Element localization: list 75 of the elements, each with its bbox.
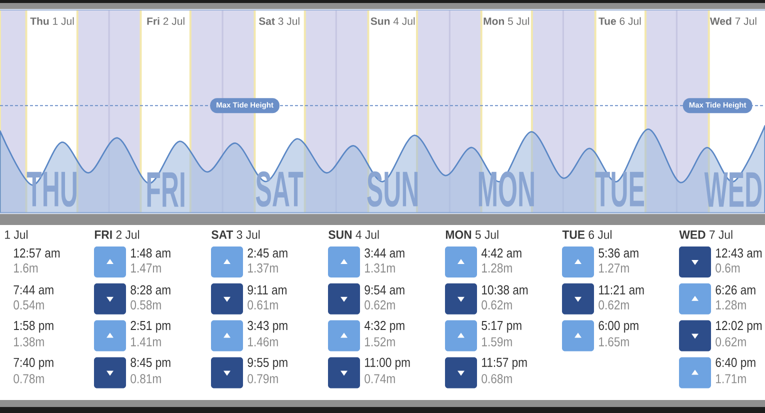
text: MON 5 Jul: [446, 230, 498, 239]
text: 9:54 am: [364, 285, 404, 294]
text: TUE 6 Jul: [562, 230, 612, 239]
text: 0.62m: [598, 300, 629, 310]
annotation: WED: [704, 172, 762, 207]
text: 1.28m: [482, 263, 512, 273]
text: 12:02 pm: [716, 320, 762, 333]
annotation: FRI: [147, 172, 184, 207]
text: 0.62m: [716, 337, 746, 346]
text: 1.59m: [482, 337, 512, 346]
text: 1:48 am: [131, 248, 170, 258]
text: 4:42 am: [481, 248, 522, 258]
text: 11:00 pm: [365, 358, 410, 370]
x-tick-label: Fri 2 Jul: [147, 17, 184, 25]
annotation: SAT: [256, 171, 304, 207]
text: 7:44 am: [14, 285, 54, 294]
text: 0.54m: [14, 300, 44, 310]
text: 1.28m: [716, 300, 746, 310]
text: 1.27m: [599, 263, 629, 273]
annotation: TUE: [595, 172, 644, 207]
text: 8:28 am: [130, 285, 170, 294]
text: 5:17 pm: [482, 320, 522, 333]
text: 3:44 am: [364, 248, 404, 258]
x-tick-label: Wed 7 Jul: [710, 17, 756, 25]
text: 0.58m: [130, 300, 161, 310]
x-tick-label: Tue 6 Jul: [598, 17, 641, 25]
text: WED 7 Jul: [679, 230, 732, 239]
text: 1.52m: [365, 337, 395, 346]
text: SAT 3 Jul: [212, 230, 260, 239]
annotation: MON: [478, 171, 534, 207]
text: 1.47m: [131, 264, 161, 272]
text: 0.68m: [482, 374, 512, 384]
text: 8:45 pm: [130, 358, 170, 370]
text: 0.62m: [364, 300, 395, 310]
text: 11:21 am: [599, 285, 644, 294]
text: 1.31m: [365, 263, 395, 273]
text: 0.61m: [248, 300, 278, 310]
text: 12:57 am: [14, 248, 60, 258]
text: 9:55 pm: [248, 358, 288, 370]
text: 1.6m: [14, 263, 38, 273]
text: 0.62m: [482, 300, 512, 310]
text: 7:40 pm: [14, 358, 54, 370]
text: 6:40 pm: [716, 358, 756, 370]
text: 0.79m: [248, 374, 278, 384]
text: 1.41m: [131, 337, 161, 346]
text: 0.74m: [364, 374, 395, 384]
x-tick-label: Sun 4 Jul: [370, 17, 415, 25]
text: 4:32 pm: [364, 320, 404, 333]
x-tick-label: Thu 1 Jul: [30, 17, 74, 25]
text: 9:11 am: [248, 285, 286, 294]
text: 1.46m: [248, 337, 278, 346]
text: 1.37m: [248, 263, 278, 273]
text: 3:43 pm: [248, 320, 288, 333]
text: 6:00 pm: [598, 320, 638, 333]
text: 12:43 am: [716, 248, 762, 258]
annotation: SUN: [367, 171, 418, 207]
text: 2:45 am: [248, 248, 288, 258]
text: 0.81m: [130, 374, 161, 384]
text: 6:26 am: [716, 285, 756, 294]
text: 0.78m: [14, 374, 44, 384]
text: 0.6m: [716, 263, 740, 273]
text: 10:38 am: [482, 285, 528, 294]
text: 1.71m: [716, 374, 746, 384]
text: 1.65m: [599, 337, 629, 346]
text: 11:57 pm: [482, 358, 527, 370]
text: FRI 2 Jul: [94, 230, 140, 239]
text: 1 Jul: [5, 230, 28, 239]
text: SUN 4 Jul: [328, 230, 379, 239]
text: 5:36 am: [598, 248, 638, 258]
x-tick-label: Sat 3 Jul: [258, 17, 300, 25]
text: 1.38m: [14, 337, 44, 346]
x-tick-label: Mon 5 Jul: [484, 17, 530, 25]
text: 1:58 pm: [14, 320, 54, 333]
text: 2:51 pm: [130, 320, 170, 333]
annotation: THU: [26, 172, 76, 207]
